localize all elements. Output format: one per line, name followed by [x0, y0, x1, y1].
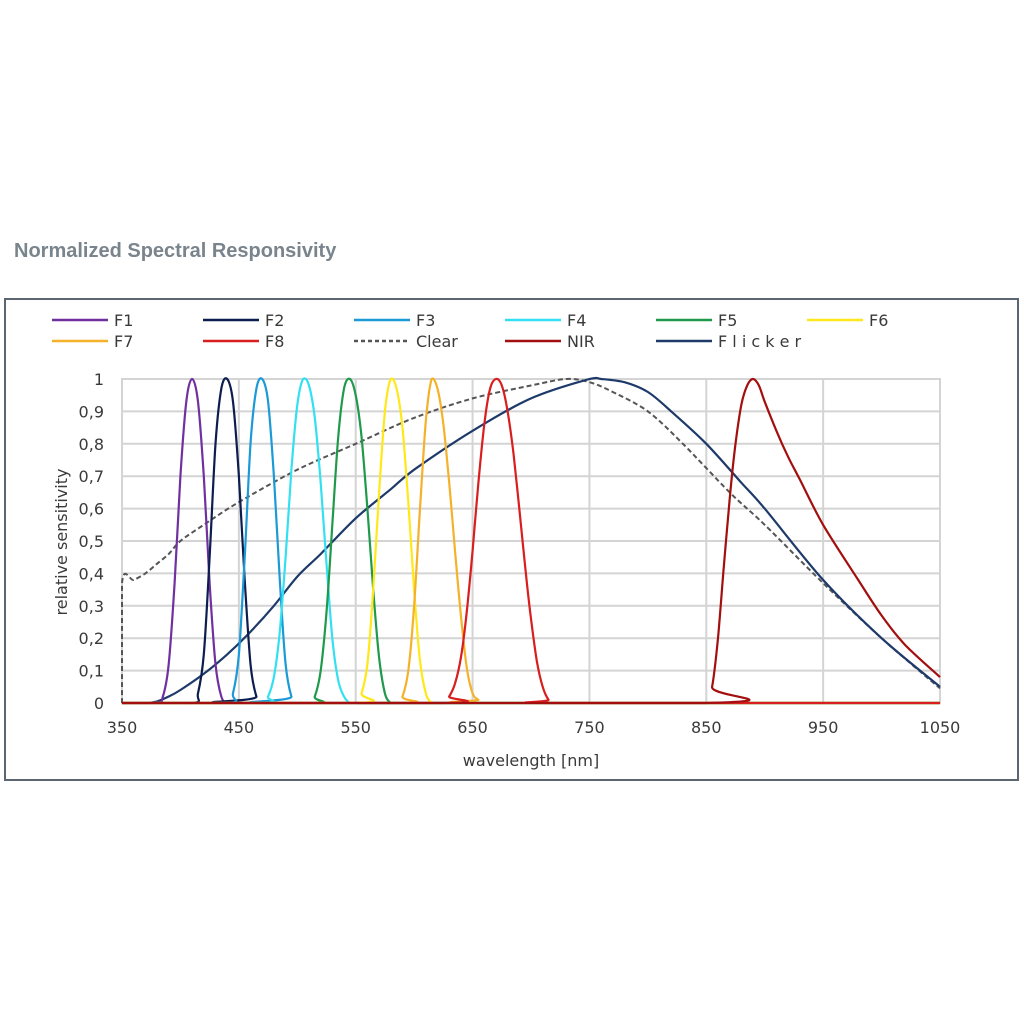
legend-label-f2: F2 [265, 311, 284, 330]
y-tick-label: 0,5 [79, 532, 104, 551]
y-tick-label: 0,2 [79, 629, 104, 648]
x-tick-labels: 350 450 550 650 750 850 950 1050 [107, 718, 961, 737]
spectral-chart: 350 450 550 650 750 850 950 1050 00,10,20,30,40… [52, 311, 961, 770]
y-axis-title: relative sensitivity [52, 469, 71, 616]
legend-label-f1: F1 [114, 311, 133, 330]
y-tick-label: 0,8 [79, 435, 104, 454]
legend-label-f8: F8 [265, 332, 284, 351]
legend-label-flicker: F l i c k e r [718, 332, 802, 351]
legend-label-f5: F5 [718, 311, 737, 330]
legend-label-f4: F4 [567, 311, 586, 330]
y-tick-label: 0,1 [79, 662, 104, 681]
x-axis-title: wavelength [nm] [463, 751, 600, 770]
x-tick-label: 350 [107, 718, 138, 737]
y-tick-label: 1 [94, 370, 104, 389]
y-tick-label: 0,4 [79, 564, 104, 583]
x-tick-label: 650 [457, 718, 488, 737]
series-line-flicker [122, 376, 941, 705]
page-title: Normalized Spectral Responsivity [14, 240, 337, 262]
legend-label-f6: F6 [869, 311, 888, 330]
y-tick-label: 0,3 [79, 597, 104, 616]
series-lines [120, 376, 941, 705]
x-tick-label: 450 [224, 718, 255, 737]
legend: F1 F2 F3 F4 F5 F6 F7 F8 Clear NIR F l i c k e r [52, 311, 888, 351]
y-tick-label: 0,9 [79, 402, 104, 421]
x-tick-label: 850 [691, 718, 722, 737]
y-tick-label: 0,6 [79, 500, 104, 519]
legend-label-f3: F3 [416, 311, 435, 330]
series-line-f8 [122, 377, 940, 705]
chart-frame: 350 450 550 650 750 850 950 1050 0 0,1 0,2 0,3 0,4 0… [4, 298, 1019, 781]
y-tick-labels: 0 0,1 0,2 0,3 0,4 0,5 0,6 0,7 0,8 0,9 1 [79, 370, 104, 713]
legend-label-f7: F7 [114, 332, 133, 351]
legend-label-clear: Clear [416, 332, 458, 351]
y-tick-label: 0,7 [79, 467, 104, 486]
x-tick-label: 1050 [920, 718, 961, 737]
y-tick-label: 0 [94, 694, 104, 713]
x-tick-label: 950 [808, 718, 839, 737]
series-line-nir [122, 377, 941, 705]
grid [121, 378, 941, 704]
x-tick-label: 750 [574, 718, 605, 737]
x-tick-label: 550 [340, 718, 371, 737]
legend-label-nir: NIR [567, 332, 595, 351]
